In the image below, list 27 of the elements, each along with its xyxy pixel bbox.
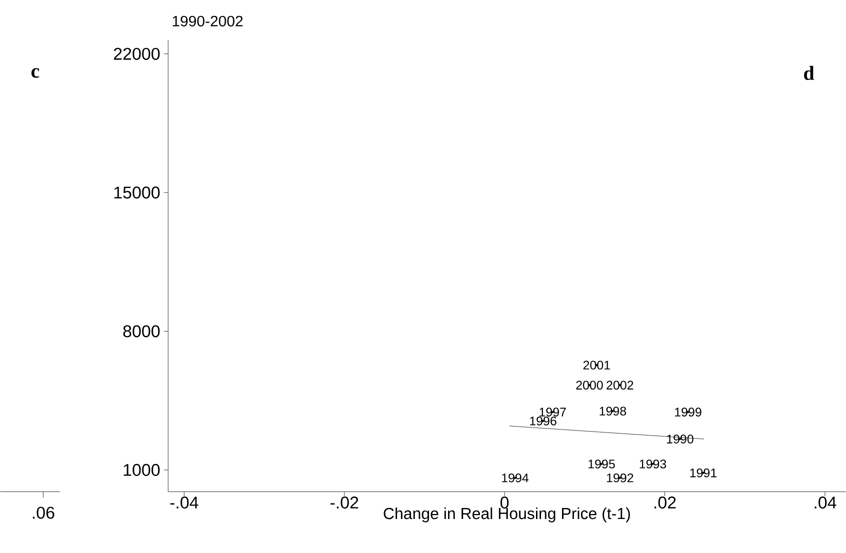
annotation: 1999	[675, 408, 702, 417]
x-axis-title: Change in Real Housing Price (t-1)	[384, 508, 630, 522]
annotation: 1997	[540, 408, 566, 417]
x-tick-label: -.02	[330, 496, 358, 509]
chart-title: 1990-2002	[172, 16, 243, 27]
y-tick-label: 22000	[114, 48, 160, 60]
annotation: 1993	[640, 460, 666, 469]
y-tick-label: 8000	[123, 325, 160, 338]
annotation: 1990	[667, 434, 694, 444]
text: c	[31, 68, 40, 78]
annotation: 2001	[583, 360, 610, 370]
annotation: 2000	[576, 380, 603, 390]
x-tick-label: -.04	[170, 496, 198, 509]
annotation: 2002	[606, 380, 634, 390]
annotation: 1998	[600, 406, 626, 416]
annotation: 1991	[690, 468, 716, 478]
x-tick-label: .04	[814, 496, 836, 509]
annotation: 1996	[530, 416, 556, 426]
x-tick-label: .02	[654, 496, 676, 509]
text: .06	[32, 506, 54, 519]
annotation: 1995	[588, 460, 615, 469]
x-tick-label: 0	[500, 496, 509, 509]
y-tick-label: 15000	[114, 186, 160, 199]
annotation: d	[804, 66, 814, 80]
y-tick-label: 1000	[124, 464, 160, 476]
annotation: 1992	[606, 474, 634, 482]
annotation: 1994	[502, 474, 528, 482]
